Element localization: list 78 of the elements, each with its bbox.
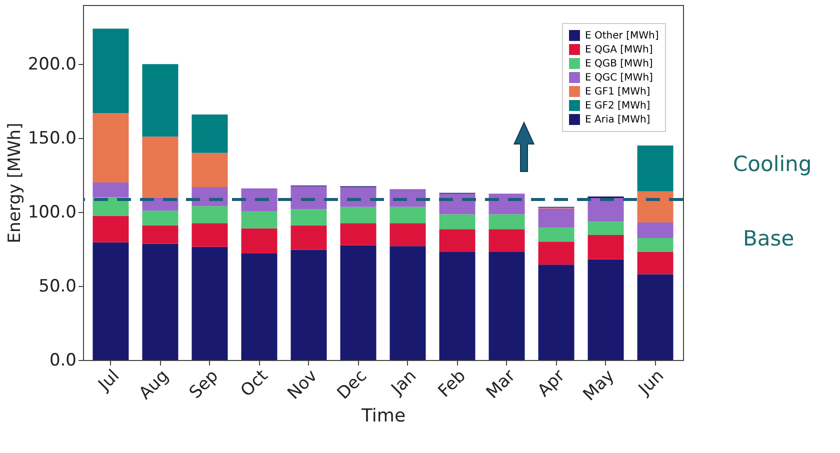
bar xyxy=(192,206,228,224)
bar xyxy=(538,242,574,265)
bar xyxy=(390,246,426,360)
y-tick-label: 0.0 xyxy=(49,350,76,370)
bar xyxy=(488,252,525,360)
bar xyxy=(538,228,574,242)
bar xyxy=(340,186,376,207)
legend-label: E GF1 [MWh] xyxy=(585,86,650,98)
legend-label: E QGC [MWh] xyxy=(585,72,654,84)
x-tick-label: Jun xyxy=(634,366,668,400)
legend-label: E Aria [MWh] xyxy=(585,114,650,126)
bar xyxy=(92,28,129,113)
bar xyxy=(488,214,525,230)
bar xyxy=(488,194,525,214)
bar xyxy=(142,136,178,198)
legend-label: E QGB [MWh] xyxy=(585,58,653,70)
bar xyxy=(439,252,476,360)
bar xyxy=(637,238,674,252)
bar xyxy=(142,210,178,226)
x-tick-label: Mar xyxy=(482,366,520,403)
bar xyxy=(92,242,129,360)
x-axis-title: Time xyxy=(360,406,406,427)
bar xyxy=(637,146,674,192)
bar xyxy=(588,235,624,260)
bar xyxy=(538,208,574,228)
x-tick-label: Apr xyxy=(534,366,569,402)
bar xyxy=(290,209,327,226)
bar xyxy=(439,229,476,252)
bar xyxy=(637,274,674,360)
text: Base xyxy=(743,226,794,250)
bar xyxy=(637,222,674,238)
bar xyxy=(588,222,624,236)
x-tick-label: Nov xyxy=(284,366,322,404)
x-tick-label: Jul xyxy=(94,366,124,396)
bar xyxy=(588,259,624,360)
bar xyxy=(290,250,327,360)
bar xyxy=(340,245,376,360)
x-tick-label: Jan xyxy=(387,366,420,400)
bar xyxy=(340,223,376,246)
bar xyxy=(192,152,228,187)
bar xyxy=(390,223,426,246)
bar xyxy=(142,244,178,360)
y-tick-label: 200.0 xyxy=(28,54,76,75)
legend-label: E QGA [MWh] xyxy=(585,44,653,56)
x-tick-label: Sep xyxy=(186,366,222,403)
bar xyxy=(241,188,278,212)
bar xyxy=(290,225,327,250)
bar xyxy=(92,182,129,198)
bar xyxy=(192,246,228,360)
bar xyxy=(142,225,178,244)
bar xyxy=(637,252,674,274)
bar xyxy=(488,229,525,252)
bar xyxy=(142,64,178,137)
y-tick-label: 50.0 xyxy=(38,276,76,297)
legend-label: E GF2 [MWh] xyxy=(585,100,650,112)
bar xyxy=(340,206,376,224)
bar xyxy=(538,264,574,360)
bar xyxy=(290,186,327,210)
y-tick-label: 150.0 xyxy=(28,128,76,149)
bar xyxy=(637,191,674,222)
bar xyxy=(92,112,129,182)
bar xyxy=(241,211,278,228)
bar xyxy=(192,114,228,153)
bar xyxy=(241,254,278,360)
bar xyxy=(92,216,129,242)
bar xyxy=(241,228,278,254)
x-tick-label: Dec xyxy=(334,366,371,404)
bar xyxy=(439,194,476,214)
bar xyxy=(390,206,426,224)
legend-label: E Other [MWh] xyxy=(585,30,659,42)
bar xyxy=(588,198,624,222)
y-axis-title: Energy [MWh] xyxy=(4,122,25,244)
x-tick-label: Feb xyxy=(434,366,470,402)
bar xyxy=(192,223,228,247)
y-tick-label: 100.0 xyxy=(28,202,76,223)
x-tick-label: Oct xyxy=(237,366,272,402)
text: Cooling xyxy=(733,152,812,176)
bar xyxy=(439,214,476,230)
